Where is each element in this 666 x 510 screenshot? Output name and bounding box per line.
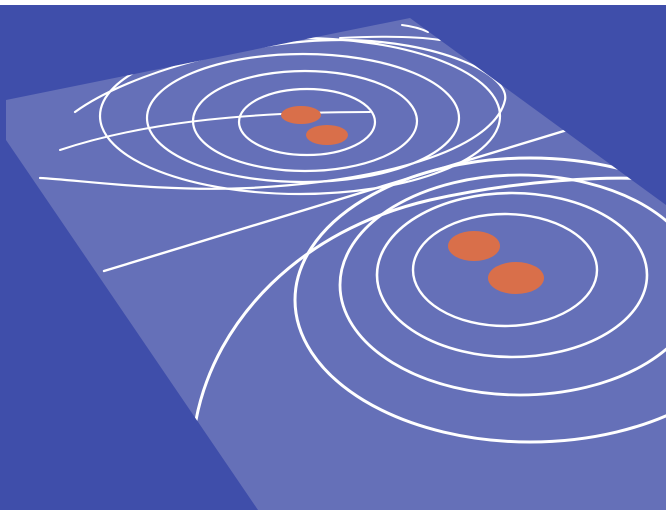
frame-top-strip xyxy=(0,0,666,5)
upper-field-line-7 xyxy=(401,24,429,33)
lower-field-line-5 xyxy=(194,176,666,422)
lower-field-line-1 xyxy=(411,212,599,328)
upper-field-line-3 xyxy=(145,52,461,184)
lower-field-line-2 xyxy=(375,191,649,359)
upper-field-line-6 xyxy=(59,35,441,151)
lower-field-line-3 xyxy=(338,173,666,397)
upper-charge-1 xyxy=(281,106,321,124)
tilted-plane xyxy=(6,18,666,510)
lower-charge-1 xyxy=(448,231,500,261)
lower-field-lines xyxy=(194,156,666,444)
upper-charge-pair xyxy=(281,106,348,145)
lower-charge-2 xyxy=(488,262,544,294)
separator-line xyxy=(102,118,602,273)
lower-field-line-4 xyxy=(293,156,666,444)
upper-field-line-1 xyxy=(237,87,377,157)
upper-charge-2 xyxy=(306,125,348,145)
lower-charge-pair xyxy=(448,231,544,294)
